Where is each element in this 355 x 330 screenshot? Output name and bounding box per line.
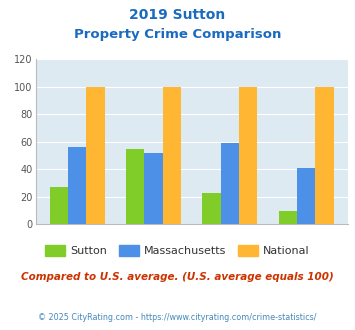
Bar: [144, 153, 163, 224]
Legend: Sutton, Massachusetts, National: Sutton, Massachusetts, National: [41, 241, 314, 261]
Bar: [50, 187, 68, 224]
Bar: [86, 87, 105, 224]
Bar: [126, 149, 144, 224]
Text: © 2025 CityRating.com - https://www.cityrating.com/crime-statistics/: © 2025 CityRating.com - https://www.city…: [38, 314, 317, 322]
Bar: [315, 87, 334, 224]
Bar: [279, 211, 297, 224]
Bar: [297, 168, 315, 224]
Text: Property Crime Comparison: Property Crime Comparison: [74, 28, 281, 41]
Bar: [68, 148, 86, 224]
Bar: [163, 87, 181, 224]
Bar: [221, 143, 239, 224]
Bar: [202, 193, 221, 224]
Text: 2019 Sutton: 2019 Sutton: [129, 8, 226, 22]
Bar: [239, 87, 257, 224]
Text: Compared to U.S. average. (U.S. average equals 100): Compared to U.S. average. (U.S. average …: [21, 272, 334, 282]
